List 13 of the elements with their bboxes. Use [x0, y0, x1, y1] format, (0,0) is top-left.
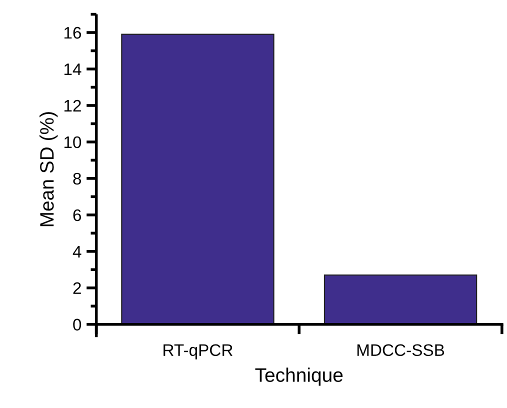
y-tick-label: 16: [64, 26, 82, 39]
y-tick-label: 2: [73, 282, 81, 294]
x-tick-label: MDCC-SSB: [357, 344, 444, 356]
y-tick-label: 12: [64, 100, 81, 112]
y-tick-label: 8: [73, 172, 82, 185]
y-tick-label: 10: [64, 136, 82, 148]
x-axis-title: Technique: [255, 368, 343, 386]
y-tick-label: 4: [72, 246, 82, 258]
y-tick-label: 0: [73, 318, 82, 331]
y-tick-label: 14: [64, 64, 82, 76]
y-tick-label: 6: [73, 209, 82, 222]
x-tick-label: RT-qPCR: [164, 344, 232, 360]
y-axis-title: Mean SD (%): [40, 112, 58, 226]
